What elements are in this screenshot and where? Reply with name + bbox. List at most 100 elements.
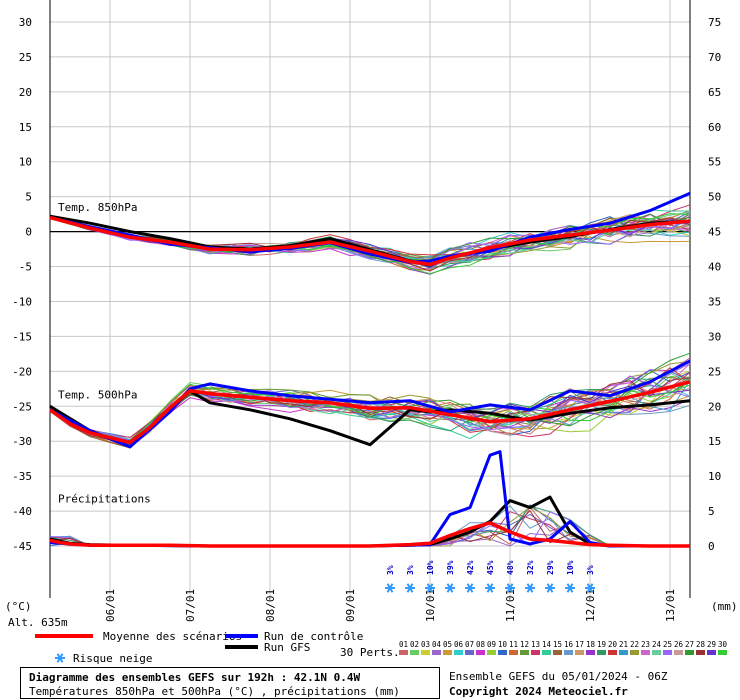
snow-risk-percent: 48% (506, 560, 515, 575)
perturbation-number: 09 (487, 640, 496, 649)
section-label: Temp. 850hPa (58, 201, 137, 214)
y-tick-label-left: 0 (25, 226, 32, 239)
snow-risk-percent: 42% (466, 560, 475, 575)
perturbation-swatch (586, 650, 595, 655)
ensemble-member-t500 (49, 377, 691, 442)
mean-line-precip (49, 521, 690, 548)
perturbation-swatch (630, 650, 639, 655)
perturbation-swatch (597, 650, 606, 655)
perturbation-number: 25 (663, 640, 672, 649)
ensemble-run-label: Ensemble GEFS du 05/01/2024 - 06Z (449, 670, 668, 683)
perturbation-swatch (487, 650, 496, 655)
perturbation-number: 10 (498, 640, 508, 649)
perturbation-number: 22 (630, 640, 639, 649)
ensemble-member-t500 (49, 383, 691, 443)
perturbation-swatch (619, 650, 628, 655)
y-tick-label-right: 70 (708, 51, 721, 64)
perturbation-number: 08 (476, 640, 486, 649)
y-tick-label-left: 25 (19, 51, 32, 64)
y-tick-label-right: 50 (708, 191, 721, 204)
y-tick-label-left: 30 (19, 16, 32, 29)
perturbation-number: 01 (399, 640, 408, 649)
perturbation-swatch (443, 650, 452, 655)
perturbation-number: 07 (465, 640, 474, 649)
perturbation-number: 24 (652, 640, 662, 649)
perturbation-swatch (520, 650, 529, 655)
section-label: Temp. 500hPa (58, 388, 137, 401)
y-tick-label-left: 20 (19, 86, 32, 99)
perturbation-number: 30 (718, 640, 728, 649)
y-tick-label-right: 35 (708, 295, 721, 308)
y-tick-label-left: 15 (19, 121, 32, 134)
y-tick-label-right: 0 (708, 540, 715, 553)
snow-risk-percent: 3% (586, 565, 595, 575)
altitude-label: Alt. 635m (8, 616, 68, 629)
snow-risk-percent: 3% (386, 565, 395, 575)
snowflake-icon (445, 583, 455, 593)
y-tick-label-left: -30 (12, 435, 32, 448)
title-box (20, 667, 440, 699)
perturbation-number: 04 (432, 640, 442, 649)
perturbation-swatch (641, 650, 650, 655)
snowflake-icon (525, 583, 535, 593)
perturbation-swatch (663, 650, 672, 655)
legend: Moyenne des scénarios Run de contrôle Ru… (35, 630, 728, 665)
perturbation-number: 29 (707, 640, 716, 649)
perturbation-swatch (718, 650, 727, 655)
perturbation-swatch (498, 650, 507, 655)
snow-risk-percent: 39% (446, 560, 455, 575)
mean-line-t500 (49, 380, 691, 445)
snow-risk-percent: 3% (406, 565, 415, 575)
x-tick-label: 06/01 (104, 589, 117, 622)
perturbation-swatch (421, 650, 430, 655)
perturbation-swatch (454, 650, 463, 655)
snowflake-icon (545, 583, 555, 593)
perturbation-number: 05 (443, 640, 452, 649)
y-tick-label-right: 60 (708, 121, 721, 134)
y-tick-label-right: 10 (708, 470, 721, 483)
legend-snow-label: Risque neige (73, 652, 152, 665)
perturbation-number: 27 (685, 640, 694, 649)
y-tick-label-left: 5 (25, 191, 32, 204)
perturbation-swatch (608, 650, 617, 655)
chart-title: Diagramme des ensembles GEFS sur 192h : … (29, 671, 361, 684)
x-tick-label: 09/01 (344, 589, 357, 622)
snowflake-icon (505, 583, 515, 593)
perturbation-swatch (531, 650, 540, 655)
perturbation-number: 19 (597, 640, 606, 649)
perturbation-number: 03 (421, 640, 430, 649)
perturbation-number: 28 (696, 640, 706, 649)
perturbation-number: 20 (608, 640, 618, 649)
perturbation-swatch (509, 650, 518, 655)
perturbation-swatch (696, 650, 705, 655)
snow-risk-percent: 10% (566, 560, 575, 575)
legend-mean-label: Moyenne des scénarios (103, 630, 242, 643)
perturbation-number: 26 (674, 640, 684, 649)
main-series (49, 191, 691, 548)
x-tick-label: 07/01 (184, 589, 197, 622)
chart-subtitle: Températures 850hPa et 500hPa (°C) , pré… (29, 685, 400, 698)
y-tick-label-left: 10 (19, 156, 32, 169)
y-tick-label-left: -25 (12, 400, 32, 413)
y-tick-label-right: 15 (708, 435, 721, 448)
x-tick-label: 13/01 (664, 589, 677, 622)
perturbation-swatch (399, 650, 408, 655)
perturbation-swatch (652, 650, 661, 655)
perturbation-number: 12 (520, 640, 529, 649)
legend-perturbations-label: 30 Perts. (340, 646, 400, 659)
snow-risk-percent: 45% (486, 560, 495, 575)
y-tick-label-left: -45 (12, 540, 32, 553)
y-tick-label-right: 40 (708, 261, 721, 274)
y-tick-label-left: -20 (12, 365, 32, 378)
y-tick-label-right: 75 (708, 16, 721, 29)
perturbation-number: 15 (553, 640, 562, 649)
y-tick-label-right: 55 (708, 156, 721, 169)
perturbation-number: 02 (410, 640, 419, 649)
snowflake-icon (425, 583, 435, 593)
perturbation-number: 21 (619, 640, 628, 649)
snow-risk-row: 3% 3% 10% 39% 42% 45% 48% 32% 29% 10% 3% (385, 560, 595, 593)
snowflake-icon (405, 583, 415, 593)
perturbation-number: 11 (509, 640, 518, 649)
